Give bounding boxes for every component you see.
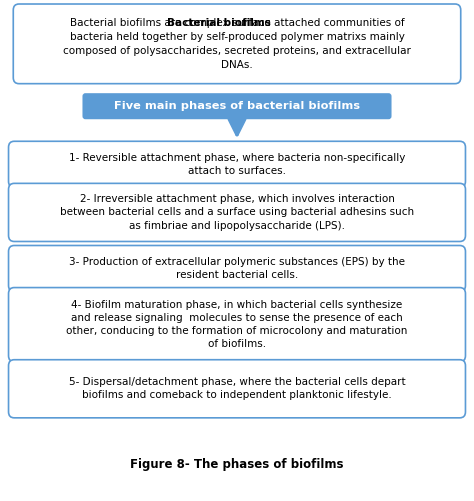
FancyBboxPatch shape	[13, 4, 461, 84]
FancyBboxPatch shape	[9, 183, 465, 241]
Text: Bacterial biofilms are complex surface attached communities of: Bacterial biofilms are complex surface a…	[70, 18, 404, 28]
Text: bacteria held together by self-produced polymer matrixs mainly: bacteria held together by self-produced …	[70, 32, 404, 42]
Text: 4- Biofilm maturation phase, in which bacterial cells synthesize
and release sig: 4- Biofilm maturation phase, in which ba…	[66, 300, 408, 350]
Text: Bacterial biofilms: Bacterial biofilms	[167, 18, 271, 28]
Text: Five main phases of bacterial biofilms: Five main phases of bacterial biofilms	[114, 101, 360, 111]
Text: composed of polysaccharides, secreted proteins, and extracellular: composed of polysaccharides, secreted pr…	[63, 46, 411, 56]
FancyBboxPatch shape	[9, 360, 465, 418]
Text: 5- Dispersal/detachment phase, where the bacterial cells depart
biofilms and com: 5- Dispersal/detachment phase, where the…	[69, 377, 405, 400]
FancyBboxPatch shape	[9, 141, 465, 187]
Text: 1- Reversible attachment phase, where bacteria non-specifically
attach to surfac: 1- Reversible attachment phase, where ba…	[69, 153, 405, 176]
Text: Figure 8- The phases of biofilms: Figure 8- The phases of biofilms	[130, 458, 344, 471]
Text: DNAs.: DNAs.	[221, 60, 253, 70]
Text: 3- Production of extracellular polymeric substances (EPS) by the
resident bacter: 3- Production of extracellular polymeric…	[69, 257, 405, 280]
FancyBboxPatch shape	[9, 288, 465, 362]
FancyBboxPatch shape	[9, 245, 465, 292]
FancyBboxPatch shape	[82, 93, 392, 119]
Text: 2- Irreversible attachment phase, which involves interaction
between bacterial c: 2- Irreversible attachment phase, which …	[60, 194, 414, 230]
